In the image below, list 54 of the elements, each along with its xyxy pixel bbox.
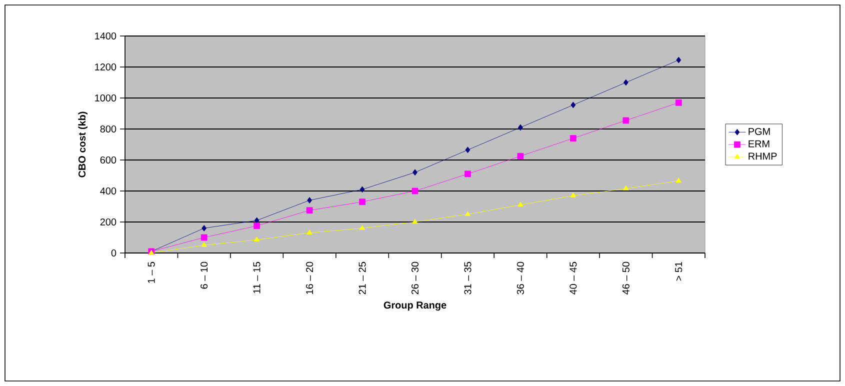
x-tick-label: 40 – 45 [570, 262, 577, 295]
point [306, 230, 312, 235]
point [200, 234, 208, 241]
point [570, 192, 576, 198]
legend-label: ERM [748, 140, 770, 148]
x-tick-label: 1 – 5 [148, 262, 155, 283]
y-tick-label: 400 [100, 187, 116, 195]
point [202, 225, 207, 232]
x-tick-label: 16 – 20 [306, 262, 314, 294]
y-tick-label: 1000 [95, 94, 116, 102]
point [676, 56, 682, 64]
x-tick-label: 21 – 25 [358, 262, 366, 294]
point [201, 242, 207, 247]
point [254, 217, 260, 224]
point [623, 79, 628, 86]
x-tick-label: > 51 [675, 262, 682, 281]
point [412, 218, 418, 224]
point [412, 169, 418, 176]
point [623, 185, 629, 190]
point [306, 207, 313, 214]
point [360, 186, 365, 193]
x-tick-label: 6 – 10 [200, 262, 208, 289]
legend-label: RHMP [748, 152, 777, 160]
y-tick-label: 600 [100, 156, 116, 164]
point [359, 225, 366, 230]
point [412, 188, 418, 194]
point [307, 197, 312, 204]
point [570, 135, 576, 142]
y-tick-label: 1400 [95, 32, 116, 40]
y-tick-label: 1200 [95, 63, 116, 71]
x-tick-label: 31 – 35 [464, 262, 472, 294]
x-tick-label: 36 – 40 [516, 262, 524, 294]
y-tick-label: 0 [111, 249, 116, 257]
point [518, 202, 524, 207]
point [675, 99, 682, 106]
point [570, 102, 576, 108]
point [464, 170, 471, 178]
legend-label: PGM [748, 128, 770, 135]
x-tick-label: 11 – 15 [253, 262, 260, 294]
x-tick-label: 26 – 30 [411, 262, 419, 294]
point [676, 178, 682, 183]
point [254, 236, 260, 242]
point [518, 124, 523, 131]
y-tick-label: 200 [100, 218, 116, 226]
point [359, 198, 366, 206]
point [465, 146, 470, 154]
point [517, 152, 524, 160]
x-axis-title: Group Range [384, 302, 446, 311]
point [622, 117, 630, 124]
y-axis-title: CBO cost (kb) [78, 112, 88, 178]
point [254, 222, 260, 230]
point [464, 211, 471, 216]
y-tick-label: 800 [100, 125, 116, 133]
x-tick-label: 46 – 50 [622, 262, 630, 295]
